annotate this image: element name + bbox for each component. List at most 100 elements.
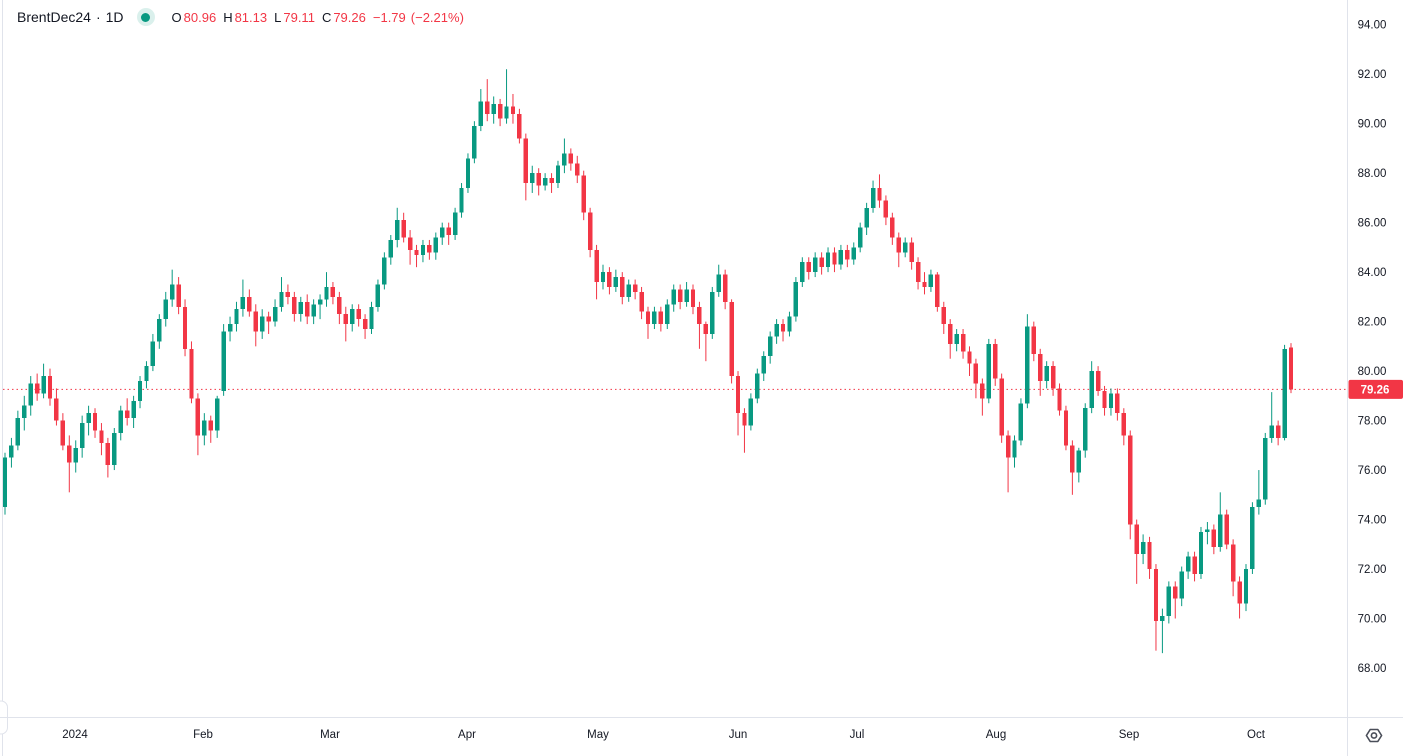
candle [337,291,342,325]
candle [330,282,336,305]
candle [105,437,111,478]
candle [234,301,239,332]
candle [812,252,818,278]
candle [253,304,258,347]
candle [980,378,985,416]
ohlc-low: L 79.11 [274,9,315,25]
candle [928,269,934,292]
candle [446,222,451,245]
candle [755,368,760,404]
price-axis[interactable]: 94.00 92.00 90.00 88.00 86.00 84.00 82.00 80.00… [1358,20,1387,675]
candle [1263,432,1268,505]
chart-legend: BrentDec24 · 1D O 80.96 H 81.13 L 79.11 C 79.2… [17,7,464,27]
candle [478,89,484,132]
candle [1250,502,1255,574]
candle [806,257,811,280]
candle [658,306,664,332]
ohlc-readout: O 80.96 H 81.13 L 79.11 C 79.26 −1.79 (−2.21… [172,10,464,25]
candle [626,279,631,302]
symbol-name[interactable]: BrentDec24 [17,9,91,25]
candle [260,309,265,339]
candle [54,388,59,426]
candle [2,452,8,515]
price-axis-label: 94.00 [1358,20,1387,32]
candle [838,244,844,270]
candle [1211,524,1217,555]
candle [1050,361,1056,396]
candle [169,269,175,307]
candle [793,277,799,322]
status-dot-icon [141,12,151,22]
candle [504,69,509,124]
price-axis-label: 80.00 [1358,366,1387,378]
candle [298,296,303,322]
time-axis[interactable]: 2024 Feb Mar Apr May Jun Jul Aug Sep Oct [62,729,1266,741]
candle [118,405,123,441]
candle [1237,576,1242,619]
candle [279,277,284,312]
candle [343,306,348,342]
candle [819,252,824,275]
candle [909,237,914,270]
ohlc-close: C 79.26 [321,9,366,25]
symbol-title[interactable]: BrentDec24 · 1D [17,9,124,25]
candle [1275,420,1281,446]
price-axis-label: 86.00 [1358,218,1387,230]
time-axis-settings-button[interactable] [1365,728,1383,743]
candle [1269,392,1274,443]
candle [305,294,310,325]
market-status-dot[interactable] [136,8,155,26]
candle [903,237,908,258]
candle [832,247,837,273]
candle [247,289,252,317]
candle [163,291,168,327]
candle [420,239,426,263]
candle [1134,519,1139,584]
candle [285,284,291,305]
candle [28,376,33,416]
candle [202,413,207,446]
candle [761,351,766,381]
time-axis-label: Feb [193,729,213,741]
candle [684,282,689,307]
candle [427,239,432,260]
last-price-badge[interactable] [1348,379,1403,399]
candle [221,324,226,396]
candle [433,232,439,260]
candle [568,148,574,171]
price-axis-label: 70.00 [1358,614,1387,626]
candle [1095,366,1101,396]
candle [1256,470,1262,515]
price-axis-label: 90.00 [1358,119,1387,131]
candle [1070,440,1075,495]
candle [1089,361,1094,414]
candle [877,174,882,208]
candle [632,279,638,300]
time-axis-label: Mar [320,729,340,741]
candle [1224,509,1229,550]
price-axis-label: 82.00 [1358,317,1387,329]
candle [137,376,143,409]
candle [645,306,651,339]
change-percent: (−2.21%) [410,9,464,25]
time-axis-label: Sep [1119,729,1139,741]
candle [131,395,136,428]
candle [845,244,850,268]
candle [890,212,895,245]
candle [562,138,567,174]
candle [395,207,400,248]
candle [665,299,670,330]
candle [1198,526,1204,579]
price-axis-label: 68.00 [1358,663,1387,675]
candle [941,301,946,334]
candle [1057,383,1062,416]
candle [15,410,21,451]
candle [440,222,445,245]
interval-label[interactable]: 1D [105,9,124,25]
candle [272,299,278,327]
candle [497,98,503,127]
candle [112,427,117,471]
candle [993,338,998,386]
candle [369,301,374,334]
